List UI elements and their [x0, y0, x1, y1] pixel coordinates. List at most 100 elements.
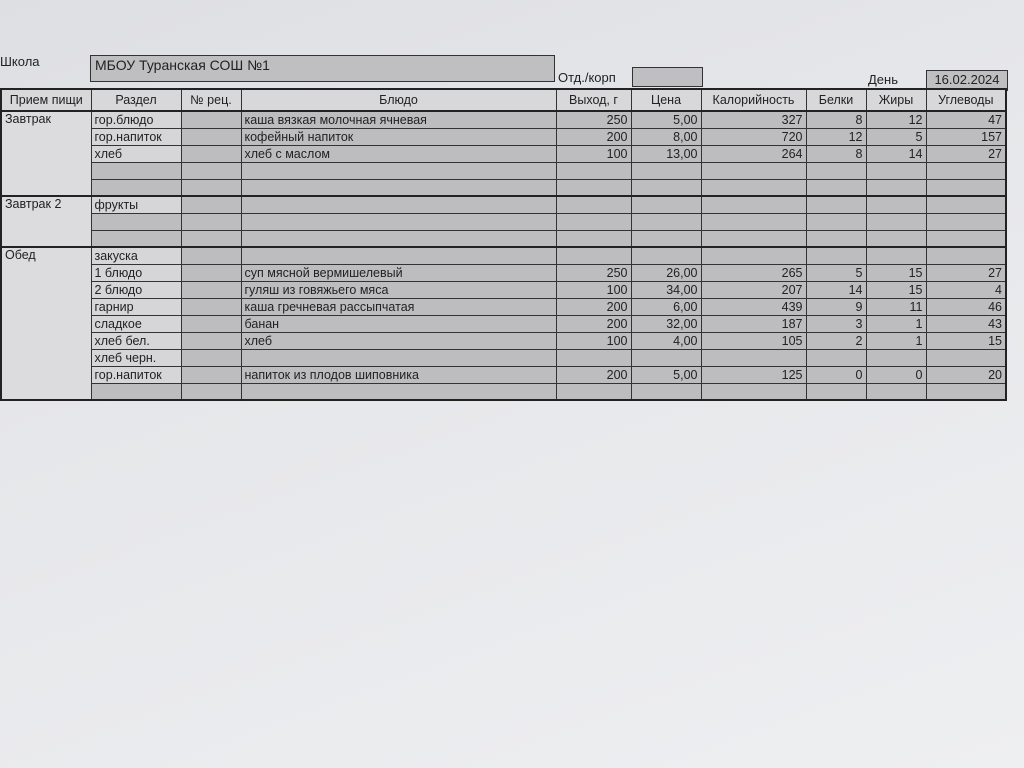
table-row: гор.напиток кофейный напиток 200 8,00 720 12 5… [1, 127, 1007, 146]
fat-cell: 12 [865, 110, 927, 129]
yield-cell: 100 [555, 280, 632, 299]
table-row: гарнир каша гречневая рассыпчатая 200 6,00 4… [1, 297, 1007, 316]
fat-cell: 15 [865, 263, 927, 282]
price-cell [630, 229, 702, 248]
dish-cell: каша вязкая молочная ячневая [240, 110, 557, 129]
section-cell [90, 382, 182, 401]
recipe-no-cell [180, 127, 242, 146]
section-cell: 1 блюдо [90, 263, 182, 282]
column-header-fat: Жиры [865, 88, 927, 112]
carbs-cell [925, 178, 1007, 197]
protein-cell [805, 178, 867, 197]
recipe-no-cell [180, 263, 242, 282]
yield-cell: 200 [555, 127, 632, 146]
table-row: сладкое банан 200 32,00 187 3 1 43 [1, 314, 1007, 333]
section-cell: хлеб черн. [90, 348, 182, 367]
section-cell: гор.напиток [90, 365, 182, 384]
dish-cell: хлеб с маслом [240, 144, 557, 163]
protein-cell [805, 246, 867, 265]
price-cell: 34,00 [630, 280, 702, 299]
carbs-cell: 43 [925, 314, 1007, 333]
carbs-cell: 27 [925, 263, 1007, 282]
dish-cell: суп мясной вермишелевый [240, 263, 557, 282]
recipe-no-cell [180, 144, 242, 163]
calories-cell [700, 229, 807, 248]
meal-cell: Завтрак [0, 110, 92, 197]
calories-cell [700, 178, 807, 197]
dish-cell: кофейный напиток [240, 127, 557, 146]
column-header-yield: Выход, г [555, 88, 632, 112]
price-cell: 6,00 [630, 297, 702, 316]
recipe-no-cell [180, 365, 242, 384]
carbs-cell [925, 246, 1007, 265]
dish-cell: каша гречневая рассыпчатая [240, 297, 557, 316]
fat-cell: 0 [865, 365, 927, 384]
calories-cell: 105 [700, 331, 807, 350]
carbs-cell [925, 229, 1007, 248]
price-cell [630, 195, 702, 214]
calories-cell: 265 [700, 263, 807, 282]
price-cell [630, 161, 702, 180]
fat-cell: 14 [865, 144, 927, 163]
recipe-no-cell [180, 110, 242, 129]
recipe-no-cell [180, 178, 242, 197]
fat-cell [865, 229, 927, 248]
dept-field [632, 67, 703, 87]
section-cell: 2 блюдо [90, 280, 182, 299]
calories-cell [700, 195, 807, 214]
protein-cell [805, 195, 867, 214]
price-cell: 32,00 [630, 314, 702, 333]
fat-cell [865, 382, 927, 401]
recipe-no-cell [180, 229, 242, 248]
fat-cell [865, 178, 927, 197]
column-header-section: Раздел [90, 88, 182, 112]
yield-cell [555, 246, 632, 265]
dish-cell: хлеб [240, 331, 557, 350]
protein-cell: 14 [805, 280, 867, 299]
table-row: Обед закуска [0, 246, 1007, 401]
table-row: 2 блюдо гуляш из говяжьего мяса 100 34,00 20… [1, 280, 1007, 299]
dish-cell: напиток из плодов шиповника [240, 365, 557, 384]
protein-cell: 8 [805, 110, 867, 129]
column-header-meal: Прием пищи [0, 88, 92, 112]
recipe-no-cell [180, 382, 242, 401]
dish-cell [240, 178, 557, 197]
carbs-cell: 27 [925, 144, 1007, 163]
section-cell [90, 212, 182, 231]
price-cell: 5,00 [630, 110, 702, 129]
table-row: Завтрак гор.блюдо каша вязкая молочная ячн… [0, 110, 1007, 197]
yield-cell: 200 [555, 365, 632, 384]
protein-cell: 9 [805, 297, 867, 316]
price-cell [630, 212, 702, 231]
carbs-cell [925, 212, 1007, 231]
table-row: хлеб хлеб с маслом 100 13,00 264 8 14 27 [1, 144, 1007, 163]
price-cell [630, 246, 702, 265]
yield-cell [555, 382, 632, 401]
recipe-no-cell [180, 161, 242, 180]
price-cell: 4,00 [630, 331, 702, 350]
fat-cell: 15 [865, 280, 927, 299]
calories-cell [700, 246, 807, 265]
price-cell: 26,00 [630, 263, 702, 282]
table-row: Завтрак 2 фрукты [0, 195, 1007, 248]
recipe-no-cell [180, 195, 242, 214]
yield-cell: 250 [555, 263, 632, 282]
carbs-cell: 46 [925, 297, 1007, 316]
calories-cell [700, 348, 807, 367]
dish-cell: гуляш из говяжьего мяса [240, 280, 557, 299]
yield-cell [555, 212, 632, 231]
recipe-no-cell [180, 331, 242, 350]
dish-cell [240, 161, 557, 180]
recipe-no-cell [180, 280, 242, 299]
protein-cell [805, 229, 867, 248]
calories-cell: 125 [700, 365, 807, 384]
yield-cell [555, 161, 632, 180]
section-cell: гарнир [90, 297, 182, 316]
dish-cell [240, 212, 557, 231]
fat-cell: 1 [865, 331, 927, 350]
carbs-cell [925, 195, 1007, 214]
yield-cell [555, 348, 632, 367]
table-header-row: Прием пищи Раздел № рец. Блюдо Выход, г Цена К… [0, 88, 1007, 112]
section-cell [90, 178, 182, 197]
dish-cell [240, 382, 557, 401]
